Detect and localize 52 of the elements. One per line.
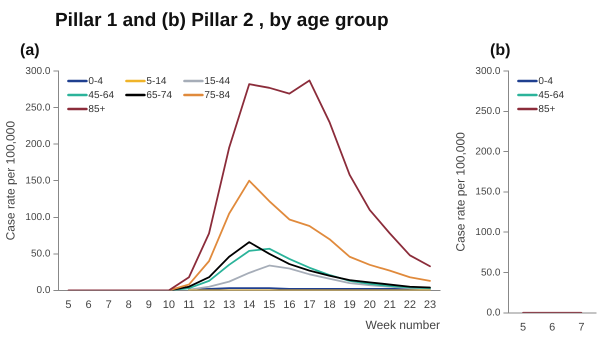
x-tick-label: 5: [520, 321, 526, 334]
x-tick-label: 6: [549, 321, 556, 334]
legend-label: 45-64: [538, 90, 564, 101]
x-tick-label: 16: [283, 299, 296, 312]
x-tick-label: 13: [223, 299, 236, 312]
x-tick-label: 8: [126, 299, 132, 312]
legend-label: 85+: [538, 104, 556, 115]
y-tick-label: 300.0: [25, 66, 51, 77]
y-tick-label: 50.0: [480, 267, 501, 278]
y-tick-label: 100.0: [475, 226, 501, 238]
legend-label: 0-4: [538, 76, 554, 87]
legend-label: 0-4: [88, 76, 104, 87]
y-tick-label: 300.0: [475, 66, 501, 77]
legend-label: 5-14: [146, 76, 167, 87]
chart-title: Pillar 1 and (b) Pillar 2 , by age group: [55, 10, 389, 32]
x-tick-label: 7: [106, 299, 112, 312]
x-tick-label: 22: [404, 299, 416, 312]
legend-label: 15-44: [204, 76, 230, 87]
y-tick-label: 150.0: [25, 175, 51, 186]
y-tick-label: 250.0: [475, 106, 501, 118]
x-tick-label: 7: [578, 321, 584, 334]
y-axis-title: Case rate per 100,000: [4, 120, 18, 240]
y-tick-label: 50.0: [30, 248, 51, 260]
x-tick-label: 6: [85, 299, 92, 312]
y-tick-label: 100.0: [25, 212, 51, 224]
y-tick-label: 250.0: [25, 102, 51, 114]
x-tick-label: 5: [65, 299, 72, 312]
x-tick-label: 14: [243, 299, 256, 312]
x-tick-label: 10: [162, 299, 176, 312]
y-axis-title: Case rate per 100,000: [454, 132, 468, 252]
y-tick-label: 200.0: [475, 146, 501, 158]
x-tick-label: 23: [424, 299, 436, 312]
x-tick-label: 20: [364, 299, 376, 312]
y-tick-label: 150.0: [475, 186, 501, 198]
x-tick-label: 12: [202, 299, 216, 312]
legend-label: 85+: [88, 104, 106, 115]
chart-subtitle: (b): [490, 42, 510, 60]
x-tick-label: 9: [146, 299, 152, 312]
legend-label: 45-64: [88, 90, 114, 101]
x-tick-label: 17: [303, 299, 316, 312]
x-tick-label: 19: [344, 299, 356, 312]
legend-label: 65-74: [146, 90, 172, 101]
y-tick-label: 0.0: [36, 285, 51, 296]
x-tick-label: 18: [323, 299, 336, 312]
x-axis-title: Week number: [366, 318, 440, 332]
chart-subtitle: (a): [20, 42, 40, 60]
legend-label: 75-84: [204, 90, 230, 101]
y-tick-label: 0.0: [486, 308, 501, 319]
x-tick-label: 21: [384, 299, 396, 312]
x-tick-label: 11: [183, 299, 195, 312]
y-tick-label: 200.0: [25, 138, 51, 150]
x-tick-label: 15: [263, 299, 276, 312]
